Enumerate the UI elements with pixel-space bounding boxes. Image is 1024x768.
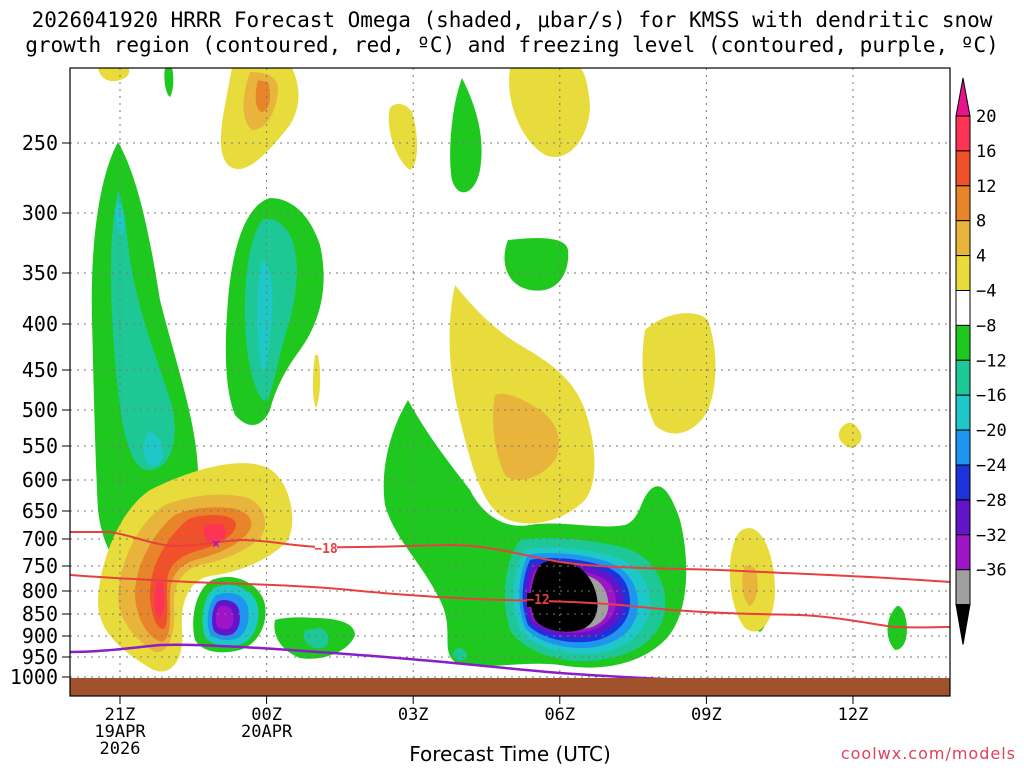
y-tick-label: 450 (22, 358, 58, 382)
y-tick-label: 650 (22, 499, 58, 523)
colorbar-swatch (955, 499, 971, 536)
y-tick-label: 850 (22, 602, 58, 626)
colorbar-label: −16 (976, 386, 1007, 406)
chart-title-line1: 2026041920 HRRR Forecast Omega (shaded, … (31, 8, 993, 32)
colorbar-bottom-arrow (955, 604, 971, 645)
ground-layer (70, 678, 950, 696)
colorbar-label: 16 (976, 142, 996, 162)
y-tick-label: 250 (22, 131, 58, 155)
colorbar-label: 12 (976, 177, 996, 197)
x-tick-label: 12Z (838, 705, 869, 725)
x-tick-label: 00Z (251, 705, 282, 725)
contour-label-minus12: −12 (526, 593, 549, 608)
colorbar-swatch (955, 185, 971, 222)
shade-gold-far-right (742, 565, 758, 606)
colorbar-swatch (955, 569, 971, 606)
colorbar-swatch (955, 150, 971, 187)
colorbar-swatch (955, 534, 971, 571)
y-tick-label: 700 (22, 527, 58, 551)
y-tick-label: 300 (22, 201, 58, 225)
x-tick-label: 09Z (691, 705, 722, 725)
minimum-marker: × (212, 537, 220, 552)
credit-text: coolwx.com/models (840, 744, 1016, 763)
x-tick-label: 03Z (398, 705, 429, 725)
contour-label-minus18: −18 (314, 542, 338, 557)
y-tick-label: 950 (22, 645, 58, 669)
colorbar-swatch (955, 115, 971, 152)
y-tick-label: 800 (22, 579, 58, 603)
shade-teal-left (110, 190, 175, 470)
colorbar-swatch (955, 255, 971, 292)
colorbar-label: 20 (976, 107, 996, 127)
colorbar-swatch (955, 429, 971, 466)
shade-purple-small-blob (215, 606, 234, 630)
shade-green-topleft (164, 68, 174, 97)
shade-cyan-center (257, 260, 273, 371)
shade-cyan-left2 (115, 200, 125, 236)
x-tick-date: 19APR (94, 722, 146, 742)
y-axis: 2503003504004505005506006507007508008509… (10, 131, 70, 689)
x-tick-label: 06Z (544, 705, 575, 725)
shade-pink-lowleft2 (154, 580, 165, 618)
colorbar-top-arrow (955, 77, 971, 117)
colorbar-swatch (955, 464, 971, 501)
x-tick-date: 20APR (241, 722, 293, 742)
x-tick-year: 2026 (100, 739, 141, 759)
contour-label-bg-1 (315, 541, 337, 555)
colorbar-label: 4 (976, 247, 986, 267)
shade-teal-low-center (303, 628, 329, 649)
colorbar-label: −28 (976, 491, 1007, 511)
freezing-level-line (69, 643, 687, 682)
colorbar-swatch (955, 324, 971, 361)
y-tick-label: 1000 (10, 665, 58, 689)
colorbar-swatch (955, 290, 971, 326)
colorbar-label: −24 (976, 456, 1007, 476)
y-tick-label: 350 (22, 261, 58, 285)
y-tick-label: 750 (22, 554, 58, 578)
colorbar-label: −8 (976, 316, 996, 336)
x-tick-label: 21Z (105, 705, 136, 725)
chart-title-line2: growth region (contoured, red, ºC) and f… (25, 33, 999, 57)
shade-yellow-right (642, 313, 716, 434)
y-tick-label: 400 (22, 312, 58, 336)
shade-green-upper-mid (450, 78, 482, 193)
contour-minus18-line (70, 531, 951, 583)
colorbar-swatch (955, 394, 971, 431)
colorbar-swatch (955, 359, 971, 396)
y-tick-label: 600 (22, 468, 58, 492)
shade-yellow-topleft (98, 68, 130, 82)
shade-pink-lowleft (203, 524, 226, 544)
colorbar-label: −20 (976, 421, 1007, 441)
colorbar: 20 16 12 8 4 −4 −8 −12 −16 −20 −24 −28 −32 −36 (955, 77, 1007, 645)
contour-label-bg-2 (527, 593, 549, 607)
shade-yellow-far (838, 422, 862, 448)
y-tick-label: 900 (22, 624, 58, 648)
shade-yellow-thin (312, 355, 321, 408)
colorbar-label: −32 (976, 526, 1007, 546)
shade-gold-mid (493, 393, 560, 480)
colorbar-swatch (955, 220, 971, 257)
colorbar-label: −12 (976, 351, 1007, 371)
shade-yellow-upper-right (509, 68, 590, 157)
y-tick-label: 550 (22, 434, 58, 458)
plot-border (69, 67, 951, 697)
x-axis-label: Forecast Time (UTC) (409, 742, 611, 766)
y-tick-label: 500 (22, 398, 58, 422)
shade-green-mid (504, 238, 569, 291)
colorbar-label: 8 (976, 212, 986, 232)
colorbar-label: −36 (976, 561, 1007, 581)
colorbar-label: −4 (976, 282, 996, 302)
shade-yellow-small (388, 103, 417, 170)
shade-cyan-left (143, 430, 163, 467)
